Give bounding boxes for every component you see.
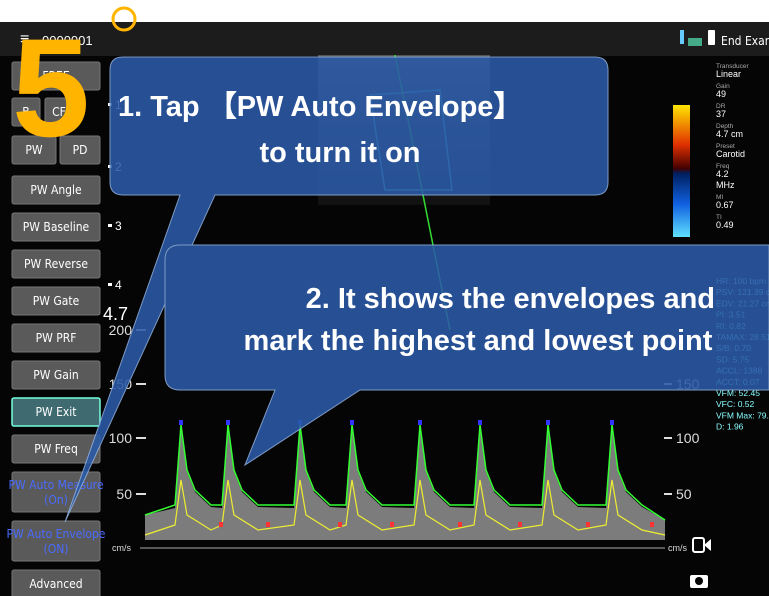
menu-button-label: PW PRF xyxy=(36,331,77,345)
param-value: 4.2 xyxy=(716,169,729,179)
low-marker xyxy=(338,522,342,527)
low-marker xyxy=(219,522,223,527)
color-bar xyxy=(673,105,690,237)
measurement: VFM Max: 79.74 xyxy=(716,410,769,420)
velocity-unit: cm/s xyxy=(668,543,687,553)
callout-text: 1. Tap 【PW Auto Envelope】 xyxy=(118,90,522,123)
peak-marker xyxy=(418,420,422,425)
depth-label: 3 xyxy=(115,219,122,233)
velocity-label: 200 xyxy=(109,322,133,338)
battery-icon xyxy=(708,30,715,45)
param-value: 0.49 xyxy=(716,220,734,230)
callout-text: to turn it on xyxy=(259,137,420,169)
measurement: D: 1.96 xyxy=(716,422,744,432)
measurement: VFC: 0.52 xyxy=(716,399,755,409)
velocity-label: 100 xyxy=(109,430,133,446)
param-value: 0.67 xyxy=(716,200,734,210)
menu-button-label: Advanced xyxy=(29,577,82,591)
menu-button-label: PW Angle xyxy=(30,183,82,197)
step-number: 5 xyxy=(12,9,90,166)
end-exam[interactable]: End Exam xyxy=(721,34,769,48)
temperature-icon xyxy=(680,30,684,44)
peak-marker xyxy=(350,420,354,425)
low-marker xyxy=(390,522,394,527)
low-marker xyxy=(650,522,654,527)
param-value: 37 xyxy=(716,109,726,119)
menu-button-label: PW Baseline xyxy=(23,220,90,234)
velocity-unit: cm/s xyxy=(112,543,131,553)
param-value: Carotid xyxy=(716,149,745,159)
peak-marker xyxy=(179,420,183,425)
param-value: 49 xyxy=(716,89,726,99)
velocity-label: 50 xyxy=(116,486,132,502)
callout-text: mark the highest and lowest point xyxy=(244,325,713,357)
menu-button-label: PW Gain xyxy=(33,368,78,382)
callout-text: 2. It shows the envelopes and xyxy=(306,283,715,315)
param-value: Linear xyxy=(716,69,741,79)
depth-label: 4 xyxy=(115,278,122,292)
peak-marker xyxy=(546,420,550,425)
screen: ≡ 0000001 End Exam FREEBCFPWPDPW AnglePW… xyxy=(0,0,769,596)
param-value: MHz xyxy=(716,180,735,190)
param-value: 4.7 cm xyxy=(716,129,743,139)
low-marker xyxy=(458,522,462,527)
menu-button-label: PW Freq xyxy=(34,442,78,456)
depth-label: 4.7 xyxy=(103,304,128,324)
menu-button-label: PW Reverse xyxy=(24,257,88,271)
camera-lens xyxy=(695,577,703,585)
peak-marker xyxy=(478,420,482,425)
velocity-label: 50 xyxy=(676,486,692,502)
peak-marker xyxy=(610,420,614,425)
low-marker xyxy=(586,522,590,527)
peak-marker xyxy=(226,420,230,425)
menu-button-label: PW Gate xyxy=(33,294,80,308)
menu-button-label: PW Exit xyxy=(35,405,76,419)
signal-icon xyxy=(688,38,702,46)
velocity-label: 100 xyxy=(676,430,700,446)
low-marker xyxy=(518,522,522,527)
low-marker xyxy=(266,522,270,527)
depth-tick xyxy=(108,224,112,227)
depth-tick xyxy=(108,283,112,286)
